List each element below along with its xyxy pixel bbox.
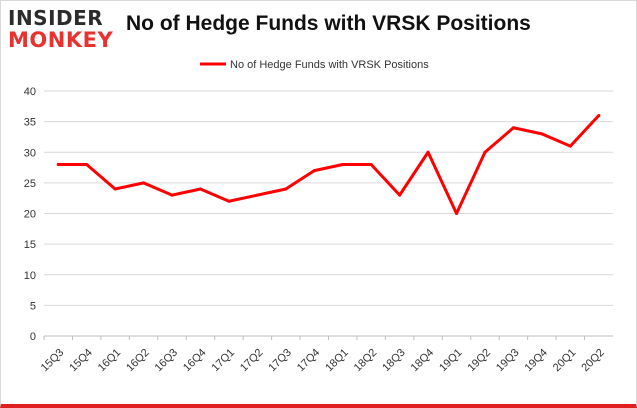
data-point	[255, 193, 259, 197]
y-tick-label: 15	[24, 239, 36, 251]
data-point	[56, 163, 60, 166]
data-point	[597, 114, 601, 117]
y-tick-label: 40	[24, 86, 36, 98]
data-point	[142, 181, 146, 185]
x-tick-label: 17Q3	[266, 347, 294, 375]
data-point	[511, 126, 515, 130]
x-tick-label: 18Q1	[323, 347, 351, 375]
data-point	[113, 187, 117, 191]
x-tick-label: 16Q1	[96, 347, 124, 375]
y-tick-label: 30	[24, 147, 36, 159]
x-tick-label: 18Q2	[352, 347, 380, 375]
data-point	[341, 163, 345, 166]
data-point	[568, 144, 572, 148]
x-tick-label: 18Q4	[409, 347, 437, 375]
logo-line-2: MONKEY	[8, 28, 114, 52]
y-tick-label: 10	[24, 270, 36, 282]
insider-monkey-logo: INSIDER MONKEY	[8, 6, 118, 54]
x-tick-label: 17Q4	[295, 347, 323, 375]
data-point	[369, 163, 373, 166]
y-tick-label: 5	[30, 300, 36, 312]
logo-line-1: INSIDER	[8, 6, 104, 30]
x-tick-label: 16Q2	[124, 347, 152, 375]
x-tick-label: 16Q3	[153, 347, 181, 375]
data-point	[85, 163, 89, 166]
x-tick-label: 18Q3	[380, 347, 408, 375]
series-line	[56, 114, 601, 215]
data-point	[426, 150, 430, 154]
data-point	[540, 132, 544, 136]
data-point	[170, 193, 174, 197]
x-tick-label: 16Q4	[181, 347, 209, 375]
data-point	[312, 169, 316, 173]
data-point	[198, 187, 202, 191]
y-tick-label: 20	[24, 209, 36, 221]
chart-title: No of Hedge Funds with VRSK Positions	[126, 12, 531, 35]
x-tick-label: 19Q1	[437, 347, 465, 375]
x-tick-label: 19Q4	[522, 347, 550, 375]
x-tick-label: 17Q2	[238, 347, 266, 375]
data-point	[284, 187, 288, 191]
x-tick-label: 20Q2	[579, 347, 607, 375]
legend-label: No of Hedge Funds with VRSK Positions	[230, 59, 429, 71]
x-tick-label: 19Q2	[466, 347, 494, 375]
x-tick-label: 20Q1	[551, 347, 579, 375]
y-tick-label: 0	[30, 331, 36, 343]
data-point	[398, 193, 402, 197]
x-tick-label: 15Q4	[67, 347, 95, 375]
y-tick-label: 35	[24, 117, 36, 129]
data-point	[227, 199, 231, 203]
x-tick-label: 15Q3	[39, 347, 67, 375]
x-tick-label: 17Q1	[210, 347, 238, 375]
data-point	[455, 212, 459, 215]
x-tick-label: 19Q3	[494, 347, 522, 375]
data-point	[483, 150, 487, 154]
y-tick-label: 25	[24, 178, 36, 190]
